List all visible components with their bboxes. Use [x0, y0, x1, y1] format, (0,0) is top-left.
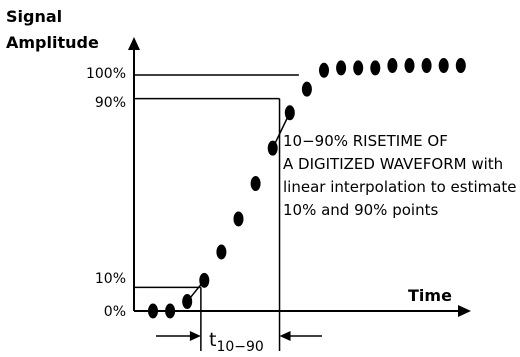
dimension-arrow-right-head: [279, 331, 291, 341]
data-point: [216, 244, 227, 260]
data-point: [165, 303, 176, 319]
data-point: [336, 60, 347, 76]
annotation-line-4: 10% and 90% points: [283, 201, 438, 219]
data-point: [267, 140, 278, 156]
data-point: [319, 62, 329, 78]
axes: [128, 37, 471, 317]
interval-label-main: t: [209, 329, 216, 351]
y-tick-label-90: 90%: [95, 95, 126, 111]
data-point: [182, 294, 193, 310]
data-point: [284, 105, 295, 121]
data-point: [199, 272, 210, 288]
interval-label-subscript: 10−90: [216, 339, 263, 355]
data-point: [421, 58, 432, 74]
data-point: [148, 303, 158, 319]
data-point: [438, 58, 449, 74]
annotation-line-2: A DIGITIZED WAVEFORM with: [283, 155, 503, 173]
data-point: [404, 58, 415, 74]
data-point: [455, 58, 466, 74]
x-axis-label: Time: [408, 286, 452, 305]
x-axis-arrowhead: [458, 305, 471, 317]
y-axis-label-line-2: Amplitude: [6, 33, 99, 52]
data-point: [353, 60, 364, 76]
interval-label: t10−90: [209, 329, 264, 355]
y-tick-label-100: 100%: [86, 66, 126, 82]
y-axis-arrowhead: [128, 37, 140, 50]
data-point: [233, 211, 244, 227]
y-axis-label-line-1: Signal: [6, 7, 62, 26]
annotation-line-3: linear interpolation to estimate: [283, 178, 517, 196]
y-tick-label-10: 10%: [95, 271, 126, 287]
data-point: [370, 60, 381, 76]
data-point: [301, 81, 312, 97]
data-point: [387, 58, 398, 74]
dimension-arrow-left-head: [189, 331, 201, 341]
annotation-line-1: 10−90% RISETIME OF: [283, 132, 448, 150]
data-point: [250, 176, 261, 192]
y-tick-label-0: 0%: [104, 304, 126, 320]
data-points: [148, 58, 466, 319]
